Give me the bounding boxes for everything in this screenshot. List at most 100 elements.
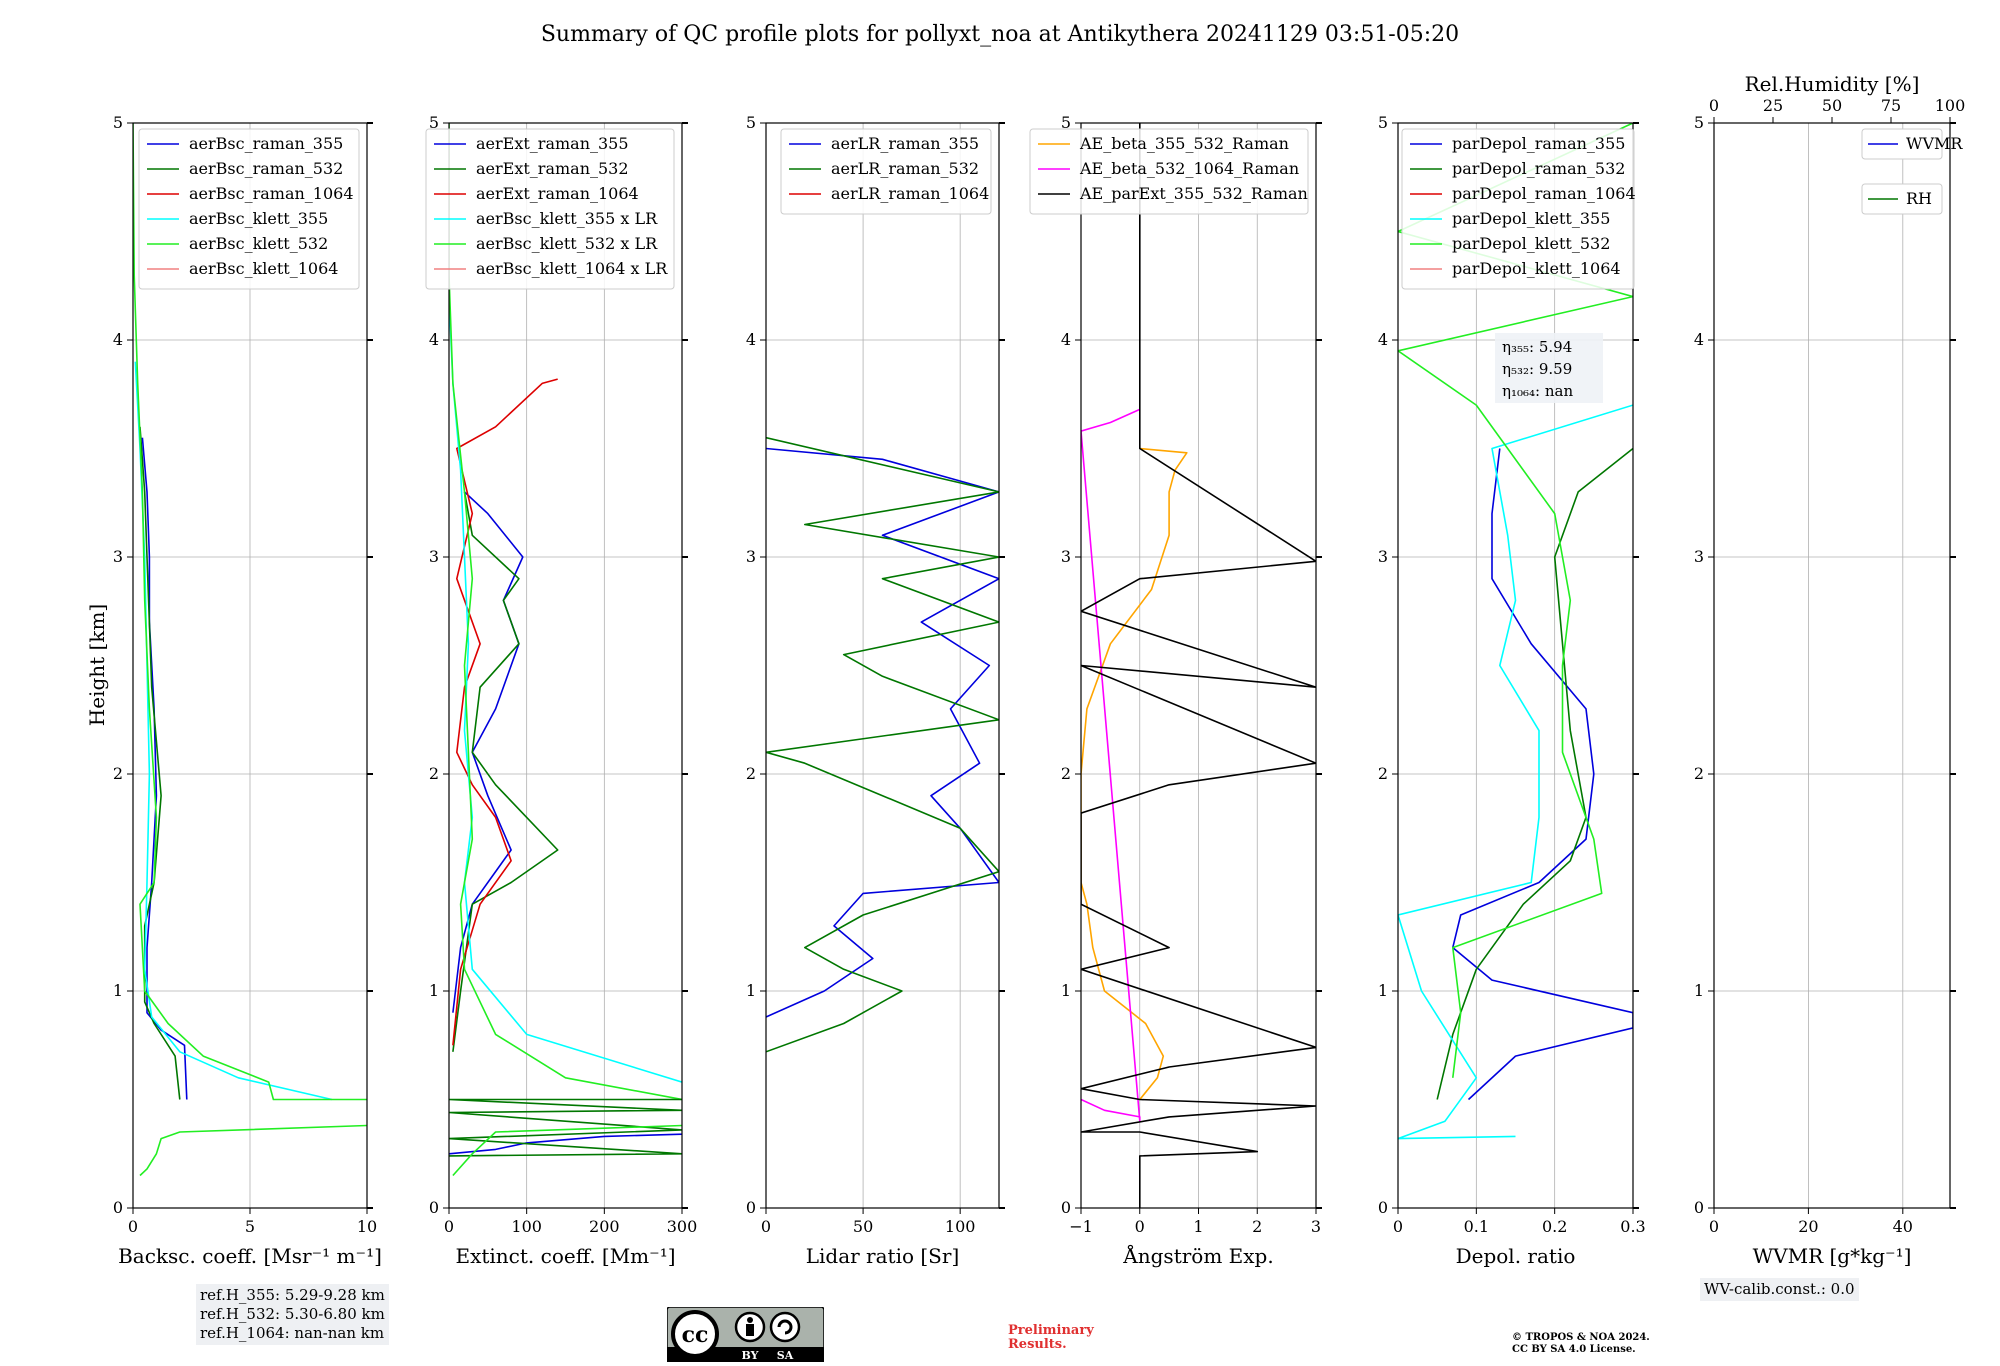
grid xyxy=(765,122,999,1209)
panel-2: 0 100 200 300 0 1 2 3 4 5 Extinct. coeff. [Mm⁻¹] ae… xyxy=(425,113,697,1268)
y-tick-label: 4 xyxy=(1694,330,1704,349)
y-tick-label: 1 xyxy=(429,981,439,1000)
y-tick-label: 3 xyxy=(746,547,756,566)
series-line-aerBsc-klett-532-low xyxy=(139,1124,367,1177)
y-tick-label: 0 xyxy=(1061,1198,1071,1217)
legend-entry: aerLR_raman_1064 xyxy=(831,184,989,203)
y-tick-label: 5 xyxy=(1694,113,1704,132)
y-tick-label: 0 xyxy=(746,1198,756,1217)
legend-entry: aerExt_raman_1064 xyxy=(476,184,639,203)
legend: aerBsc_raman_355 aerBsc_raman_532 aerBsc_r… xyxy=(138,128,360,290)
y-tick-label: 2 xyxy=(1378,764,1388,783)
series-line-aerBsc-klett-355 xyxy=(134,361,333,1101)
x2-tick-label: 100 xyxy=(1935,96,1966,115)
legend-entry: RH xyxy=(1906,189,1932,208)
legend-entry: aerExt_raman_532 xyxy=(476,159,629,178)
axes-frame xyxy=(1713,122,1951,1209)
series-line-aerBsc-klett-532-x-LR xyxy=(449,123,682,1101)
series-line-aerExt-lower-lime xyxy=(452,1124,682,1177)
series-group xyxy=(766,436,999,1053)
series-line-AE-beta-355-532-Raman xyxy=(1081,447,1188,1101)
wv-calib-box: WV-calib.const.: 0.0 xyxy=(1700,1278,1859,1301)
cc-sa-text: SA xyxy=(777,1349,794,1362)
legend-entry: aerBsc_klett_1064 x LR xyxy=(476,259,668,278)
x-tick-label: 40 xyxy=(1893,1217,1913,1236)
y-tick-label: 1 xyxy=(1061,981,1071,1000)
wv-calib-text: WV-calib.const.: 0.0 xyxy=(1704,1280,1855,1298)
x-tick-label: 3 xyxy=(1311,1217,1321,1236)
x-tick-label: 100 xyxy=(945,1217,976,1236)
copyright-line-2: CC BY SA 4.0 License. xyxy=(1512,1344,1636,1355)
preliminary-line-2: Results. xyxy=(1008,1337,1067,1352)
x-tick-label: 0.1 xyxy=(1464,1217,1489,1236)
x2-tick-label: 75 xyxy=(1881,96,1901,115)
series-line-aerBsc-klett-532 xyxy=(133,123,367,1101)
x-tick-label: 0 xyxy=(1709,1217,1719,1236)
y-tick-label: 2 xyxy=(113,764,123,783)
y-tick-label: 5 xyxy=(746,113,756,132)
x-axis-label: Lidar ratio [Sr] xyxy=(806,1244,960,1268)
series-line-aerBsc-raman-532 xyxy=(139,426,181,1100)
x-axis-label: Backsc. coeff. [Msr⁻¹ m⁻¹] xyxy=(118,1244,382,1268)
legend-entry: aerBsc_raman_532 xyxy=(189,159,343,178)
legend: WVMR xyxy=(1861,128,1963,160)
x2-axis-label: Rel.Humidity [%] xyxy=(1745,72,1920,96)
series-line-aerExt-lower-green xyxy=(449,1098,682,1157)
x-axis-label: Depol. ratio xyxy=(1456,1244,1576,1268)
series-line-aerExt-raman-532 xyxy=(452,491,559,1052)
x-tick-label: 200 xyxy=(589,1217,620,1236)
legend-entry: aerBsc_klett_1064 xyxy=(189,259,338,278)
y-tick-label: 2 xyxy=(1061,764,1071,783)
legend: RH xyxy=(1861,183,1943,215)
x-tick-label: 100 xyxy=(511,1217,542,1236)
x-tick-label: −1 xyxy=(1069,1217,1093,1236)
eta-box-bg xyxy=(1495,333,1603,403)
series-line-aerExt-raman-1064 xyxy=(452,378,558,1046)
x-tick-label: 0.2 xyxy=(1542,1217,1567,1236)
copyright-note: © TROPOS & NOA 2024. CC BY SA 4.0 Licens… xyxy=(1512,1332,1650,1356)
x-tick-label: 20 xyxy=(1798,1217,1818,1236)
eta-box: η₃₅₅: 5.94 η₅₃₂: 9.59 η₁₀₆₄: nan xyxy=(1495,333,1603,403)
eta-label: η₁₀₆₄: nan xyxy=(1502,382,1573,400)
series-line-parDepol-klett-532 xyxy=(1398,123,1633,1078)
ref-height-1064: ref.H_1064: nan-nan km xyxy=(200,1324,385,1342)
legend: AE_beta_355_532_Raman AE_beta_532_1064_Ra… xyxy=(1029,128,1309,215)
ref-height-355: ref.H_355: 5.29-9.28 km xyxy=(200,1286,385,1304)
x-tick-label: 0.3 xyxy=(1620,1217,1645,1236)
y-tick-label: 3 xyxy=(1061,547,1071,566)
series-line-aerLR-raman-532 xyxy=(766,436,999,1053)
copyright-line-1: © TROPOS & NOA 2024. xyxy=(1512,1332,1650,1343)
preliminary-label: Preliminary Results. xyxy=(1008,1324,1094,1352)
y-tick-label: 0 xyxy=(1378,1198,1388,1217)
legend-entry: aerExt_raman_355 xyxy=(476,134,629,153)
legend: aerExt_raman_355 aerExt_raman_532 aerExt_r… xyxy=(425,128,675,290)
legend-box xyxy=(1401,128,1635,290)
grid xyxy=(1080,122,1317,1209)
y-tick-label: 1 xyxy=(746,981,756,1000)
series-group xyxy=(449,123,682,1177)
y-tick-label: 2 xyxy=(1694,764,1704,783)
panel-1: 0 5 10 0 1 2 3 4 5 Backsc. coeff. [Msr⁻¹ m⁻¹] aerB… xyxy=(113,113,382,1268)
legend: parDepol_raman_355 parDepol_raman_532 parD… xyxy=(1401,128,1636,290)
y-tick-label: 4 xyxy=(113,330,123,349)
y-tick-label: 1 xyxy=(113,981,123,1000)
legend-entry: aerBsc_klett_355 x LR xyxy=(476,209,658,228)
legend-entry: aerBsc_klett_355 xyxy=(189,209,328,228)
x-axis-label: WVMR [g*kg⁻¹] xyxy=(1753,1244,1912,1268)
series-line-aerLR-raman-355 xyxy=(766,447,999,1018)
x-axis-label: Extinct. coeff. [Mm⁻¹] xyxy=(455,1244,675,1268)
y-tick-label: 4 xyxy=(746,330,756,349)
y-tick-label: 3 xyxy=(113,547,123,566)
legend-entry: aerBsc_raman_1064 xyxy=(189,184,354,203)
x2-tick-label: 0 xyxy=(1709,96,1719,115)
y-tick-label: 3 xyxy=(1694,547,1704,566)
y-axis-label: Height [km] xyxy=(85,604,109,726)
preliminary-line-1: Preliminary xyxy=(1008,1323,1094,1338)
legend-entry: AE_beta_355_532_Raman xyxy=(1079,134,1289,153)
legend-entry: parDepol_raman_355 xyxy=(1452,134,1625,153)
x-tick-label: 2 xyxy=(1252,1217,1262,1236)
x-axis-label: Ångström Exp. xyxy=(1122,1243,1273,1268)
y-tick-label: 5 xyxy=(113,113,123,132)
